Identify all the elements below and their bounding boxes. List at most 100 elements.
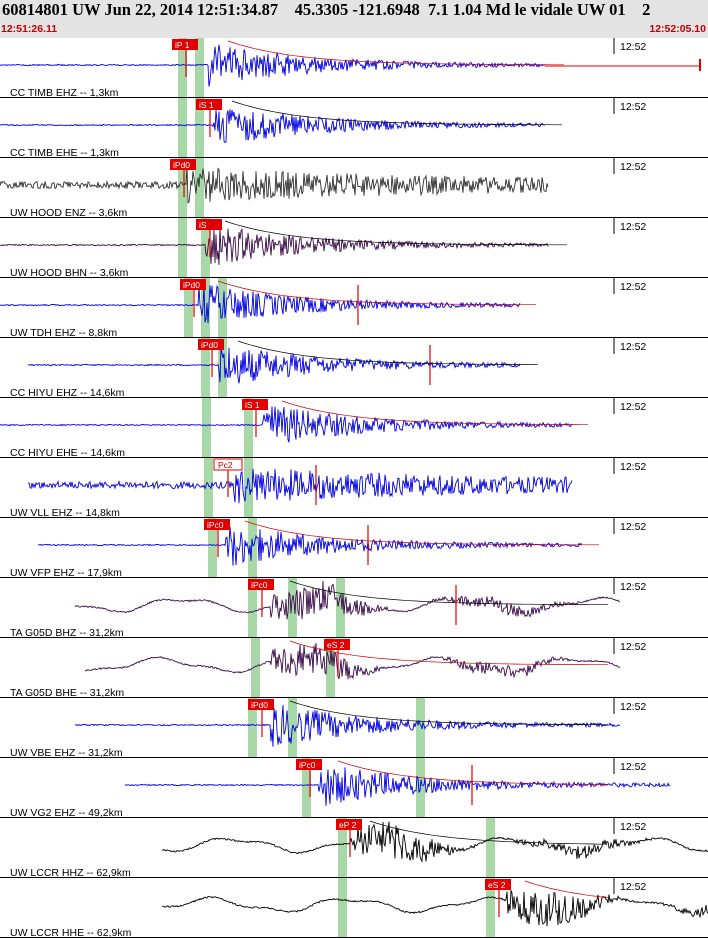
pick-label: eS 2 <box>488 880 506 890</box>
trace-row[interactable]: iPd0 CC HIYU EHZ -- 14,6km 12:52 <box>0 338 708 399</box>
pick-window <box>302 758 311 818</box>
pick-label: iPd0 <box>183 280 200 290</box>
pick-label: iP 1 <box>175 40 190 50</box>
pick-window <box>201 338 210 398</box>
pick-flag[interactable] <box>485 879 511 890</box>
pick-label: iS 1 <box>245 400 260 410</box>
station-label: CC TIMB EHZ -- 1,3km <box>10 87 119 99</box>
station-label: UW VBE EHZ -- 31,2km <box>10 747 123 759</box>
coda-envelope <box>289 700 608 726</box>
pick-window <box>338 878 347 938</box>
coda-envelope <box>289 580 608 606</box>
pick-window <box>201 278 210 338</box>
waveform <box>161 821 708 863</box>
trace-row[interactable]: iPc0 UW VFP EHZ -- 17,9km 12:52 <box>0 518 708 579</box>
pick-label: iPd0 <box>201 340 218 350</box>
coda-envelope <box>244 520 599 546</box>
trace-row[interactable]: Pc2 UW VLL EHZ -- 14,8km 12:52 <box>0 458 708 519</box>
waveform <box>74 705 621 747</box>
trace-row[interactable]: iPd0 UW TDH EHZ -- 8,8km 12:52 <box>0 278 708 339</box>
coda-envelope <box>281 400 588 426</box>
pick-window <box>248 518 257 578</box>
pick-window <box>244 398 253 458</box>
time-tick: 12:52 <box>620 281 646 293</box>
pick-window <box>248 578 257 638</box>
pick-window <box>195 98 204 158</box>
pick-window <box>178 98 187 158</box>
pick-label: eS 2 <box>327 640 345 650</box>
time-tick: 12:52 <box>620 641 646 653</box>
pick-flag[interactable] <box>180 279 206 290</box>
waveform <box>84 643 621 680</box>
pick-window <box>178 218 187 278</box>
pick-label: iPc0 <box>207 520 224 530</box>
coda-envelope <box>231 100 562 126</box>
pick-flag[interactable] <box>172 39 198 50</box>
waveform <box>27 347 521 384</box>
pick-window <box>244 458 253 518</box>
time-tick: 12:52 <box>620 41 646 53</box>
trace-row[interactable]: eS 2 TA G05D BHE -- 31,2km 12:52 <box>0 638 708 699</box>
trace-row[interactable]: iS 1 CC HIYU EHE -- 14,6km 12:52 <box>0 398 708 459</box>
pick-label: eP 2 <box>339 820 357 830</box>
window-start-time: 12:51:26.11 <box>1 23 58 35</box>
window-end-time: 12:52:05.10 <box>649 23 706 35</box>
trace-row[interactable]: iPc0 UW VG2 EHZ -- 49,2km 12:52 <box>0 758 708 819</box>
time-tick: 12:52 <box>620 881 646 893</box>
seismogram-panel[interactable]: iP 1 CC TIMB EHZ -- 1,3km 12:52 iS 1 CC TIMB… <box>0 38 708 938</box>
trace-row[interactable]: eS 2 UW LCCR HHE -- 62,9km 12:52 <box>0 878 708 938</box>
pick-window <box>195 158 204 218</box>
trace-row[interactable]: iP 1 CC TIMB EHZ -- 1,3km 12:52 <box>0 38 708 99</box>
pick-flag[interactable] <box>336 819 362 830</box>
pick-flag[interactable] <box>296 759 322 770</box>
pick-flag[interactable] <box>248 699 274 710</box>
time-tick: 12:52 <box>620 101 646 113</box>
trace-row[interactable]: iPd0 UW HOOD ENZ -- 3,6km 12:52 <box>0 158 708 219</box>
time-tick: 12:52 <box>620 161 646 173</box>
pick-window <box>184 278 193 338</box>
pick-flag[interactable] <box>324 639 350 650</box>
coda-envelope <box>337 760 609 785</box>
waveform <box>74 580 621 620</box>
trace-row[interactable]: iS UW HOOD BHN -- 3,6km 12:52 <box>0 218 708 279</box>
pick-flag[interactable] <box>242 399 268 410</box>
trace-row[interactable]: eP 2 UW LCCR HHZ -- 62,9km 12:52 <box>0 818 708 879</box>
header-bar: 60814801 UW Jun 22, 2014 12:51:34.87 45.… <box>0 0 708 38</box>
pick-window <box>218 278 227 338</box>
pick-flag[interactable] <box>196 99 222 110</box>
pick-flag[interactable] <box>204 519 230 530</box>
pick-flag[interactable] <box>248 579 274 590</box>
station-label: UW LCCR HHE -- 62,9km <box>10 927 132 938</box>
pick-window <box>338 818 347 878</box>
station-label: UW TDH EHZ -- 8,8km <box>10 327 117 339</box>
pick-flag[interactable] <box>198 339 224 350</box>
trace-row[interactable]: iS 1 CC TIMB EHE -- 1,3km 12:52 <box>0 98 708 159</box>
pick-label: Pc2 <box>218 460 233 470</box>
pick-label: iS <box>199 220 207 230</box>
pick-window <box>178 38 187 98</box>
pick-flag[interactable] <box>196 219 222 230</box>
station-label: CC HIYU EHE -- 14,6km <box>10 447 125 459</box>
station-label: UW LCCR HHZ -- 62,9km <box>10 867 131 879</box>
pick-window <box>288 578 297 638</box>
coda-envelope <box>289 640 608 666</box>
coda-envelope <box>237 340 539 366</box>
station-label: UW HOOD ENZ -- 3,6km <box>10 207 128 219</box>
pick-label: iPc0 <box>299 760 316 770</box>
trace-row[interactable]: iPc0 TA G05D BHZ -- 31,2km 12:52 <box>0 578 708 639</box>
pick-flag[interactable] <box>213 458 243 471</box>
station-label: UW VLL EHZ -- 14,8km <box>10 507 120 519</box>
pick-window <box>178 158 187 218</box>
event-title: 60814801 UW Jun 22, 2014 12:51:34.87 45.… <box>2 0 651 19</box>
station-label: UW VG2 EHZ -- 49,2km <box>10 807 123 819</box>
waveform <box>0 44 546 87</box>
time-tick: 12:52 <box>620 221 646 233</box>
pick-window <box>251 638 260 698</box>
pick-window <box>195 38 204 98</box>
pick-window <box>416 698 425 758</box>
coda-envelope <box>227 40 564 66</box>
pick-window <box>486 818 495 878</box>
trace-row[interactable]: iPd0 UW VBE EHZ -- 31,2km 12:52 <box>0 698 708 759</box>
pick-flag[interactable] <box>170 159 196 170</box>
station-label: CC TIMB EHE -- 1,3km <box>10 147 119 159</box>
